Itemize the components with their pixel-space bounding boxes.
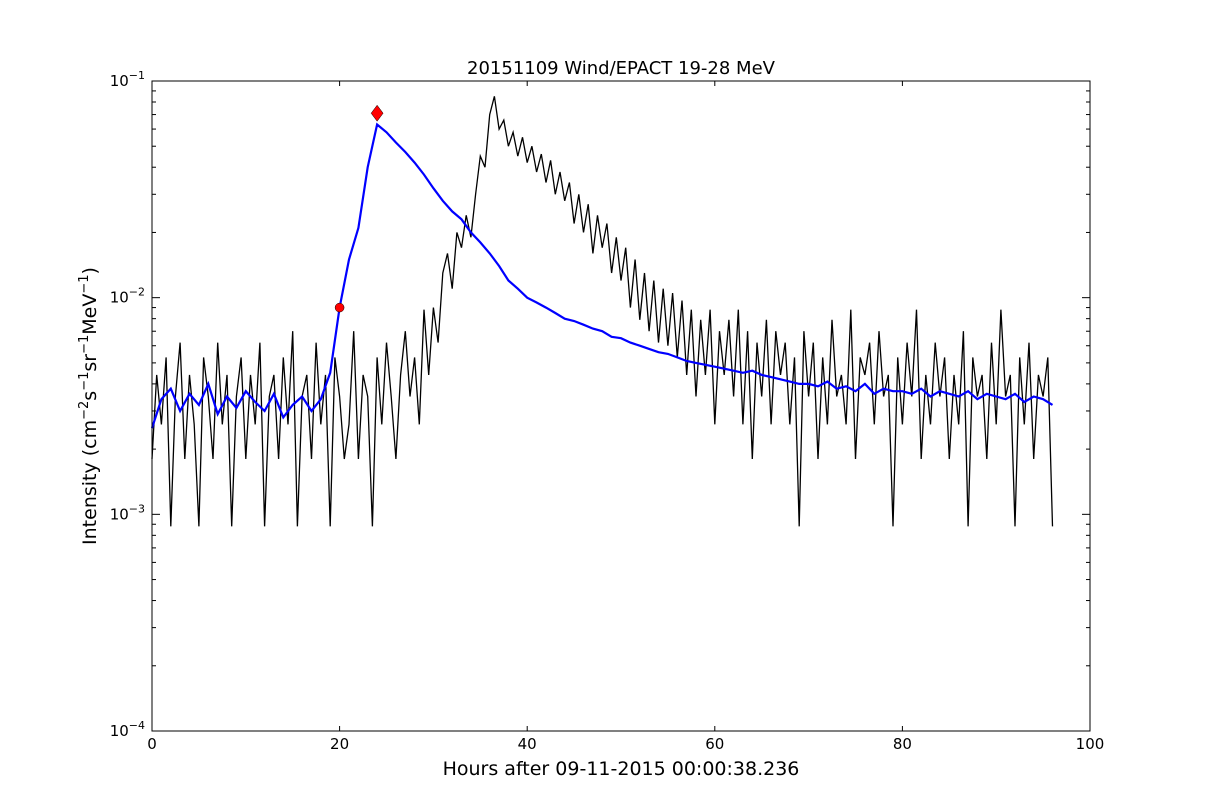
x-tick-label: 0	[147, 735, 157, 753]
y-tick-label: 10−3	[110, 502, 145, 523]
marker-onset	[334, 302, 345, 313]
x-tick-label: 80	[893, 735, 912, 753]
x-tick-label: 20	[330, 735, 349, 753]
plot-area	[150, 96, 1054, 527]
marker-peak	[370, 104, 384, 122]
y-tick-label: 10−2	[110, 286, 145, 307]
x-axis-label: Hours after 09-11-2015 00:00:38.236	[443, 758, 800, 780]
x-tick-label: 100	[1076, 735, 1105, 753]
chart-title: 20151109 Wind/EPACT 19-28 MeV	[467, 58, 776, 79]
plot-frame	[151, 80, 1091, 732]
x-axis: 0 20 40 60 80 100	[147, 81, 1104, 753]
x-tick-label: 60	[705, 735, 724, 753]
series-smoothed	[150, 122, 1054, 429]
y-tick-label: 10−1	[110, 69, 145, 90]
series-raw	[151, 96, 1054, 527]
y-axis-label: Intensity (cm−2s−1sr−1MeV−1)	[77, 267, 101, 545]
x-tick-label: 40	[518, 735, 537, 753]
y-tick-label: 10−4	[110, 719, 145, 740]
